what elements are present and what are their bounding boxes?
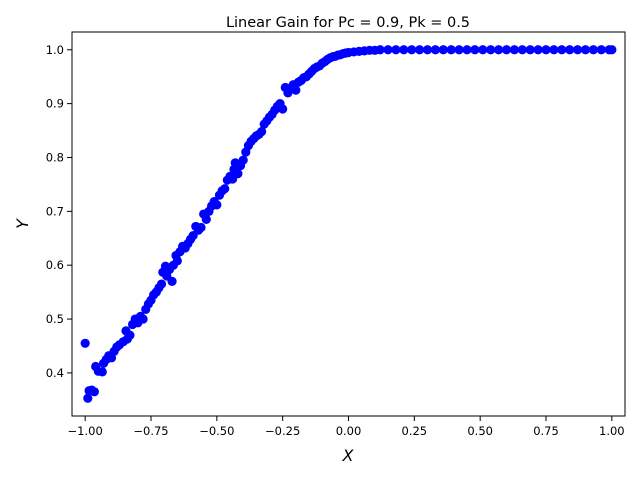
x-tick-label-5: 0.25	[402, 424, 428, 438]
y-tick-label-5: 0.9	[46, 97, 64, 111]
data-point-4	[89, 387, 99, 397]
x-tick-label-7: 0.75	[533, 424, 559, 438]
data-point-120	[454, 45, 464, 55]
data-point-53	[212, 200, 222, 210]
y-axis-label: Y	[13, 218, 32, 229]
data-point-127	[509, 45, 519, 55]
data-point-136	[580, 45, 591, 55]
data-point-115	[415, 45, 425, 55]
data-point-71	[257, 127, 267, 137]
y-tick-label-6: 1.0	[46, 43, 64, 57]
data-point-117	[430, 45, 440, 55]
y-axis: 0.4 0.5 0.6 0.7 0.8 0.9 1.0	[46, 43, 72, 380]
data-point-131	[541, 45, 551, 55]
data-point-79	[278, 104, 288, 114]
data-point-30	[156, 279, 167, 289]
data-point-134	[565, 45, 575, 55]
x-tick-label-2: −0.50	[199, 424, 234, 438]
data-point-1	[83, 393, 93, 403]
data-point-133	[557, 45, 567, 55]
data-point-112	[391, 45, 401, 55]
x-tick-label-6: 0.50	[467, 424, 493, 438]
chart-title: Linear Gain for Pc = 0.9, Pk = 0.5	[226, 15, 470, 31]
data-point-23	[138, 314, 148, 324]
data-point-135	[573, 45, 583, 55]
x-tick-label-0: −1.00	[68, 424, 103, 438]
y-tick-label-4: 0.8	[46, 150, 64, 164]
data-point-123	[478, 45, 488, 55]
data-point-122	[470, 45, 480, 55]
data-point-111	[383, 45, 393, 55]
data-point-138	[596, 45, 606, 55]
x-axis: −1.00 −0.75 −0.50 −0.25 0.00 0.25 0.50 0.75 1.00	[68, 416, 625, 438]
plot-frame	[71, 31, 626, 417]
data-point-125	[494, 45, 504, 55]
x-tick-label-1: −0.75	[133, 424, 168, 438]
data-point-124	[486, 45, 496, 55]
data-point-0	[80, 338, 90, 348]
data-point-18	[125, 330, 135, 340]
y-tick-label-1: 0.5	[46, 312, 64, 326]
data-point-121	[462, 45, 472, 55]
data-point-137	[588, 45, 599, 55]
data-point-38	[172, 256, 182, 266]
data-point-110	[375, 45, 385, 55]
data-point-64	[238, 155, 248, 165]
data-point-47	[196, 222, 206, 233]
data-point-56	[220, 184, 230, 194]
data-point-130	[533, 45, 543, 55]
data-point-118	[438, 45, 448, 55]
data-point-132	[549, 45, 559, 55]
data-point-114	[407, 45, 417, 55]
y-tick-label-3: 0.7	[46, 204, 64, 218]
x-tick-label-3: −0.25	[265, 424, 300, 438]
data-point-49	[201, 214, 211, 225]
data-point-129	[525, 45, 535, 55]
data-point-116	[422, 45, 433, 55]
data-point-128	[517, 45, 527, 55]
data-point-126	[501, 45, 512, 55]
data-points	[80, 45, 617, 403]
y-tick-label-2: 0.6	[46, 258, 64, 272]
data-point-119	[446, 45, 456, 55]
data-point-113	[399, 45, 409, 55]
data-point-140	[607, 45, 617, 55]
data-point-35	[167, 276, 177, 286]
y-tick-label-0: 0.4	[46, 366, 64, 380]
data-point-84	[291, 85, 301, 95]
x-tick-label-4: 0.00	[336, 424, 362, 438]
data-point-7	[97, 367, 107, 377]
x-axis-label: X	[342, 446, 355, 465]
x-tick-label-8: 1.00	[599, 424, 625, 438]
data-point-62	[233, 169, 243, 179]
